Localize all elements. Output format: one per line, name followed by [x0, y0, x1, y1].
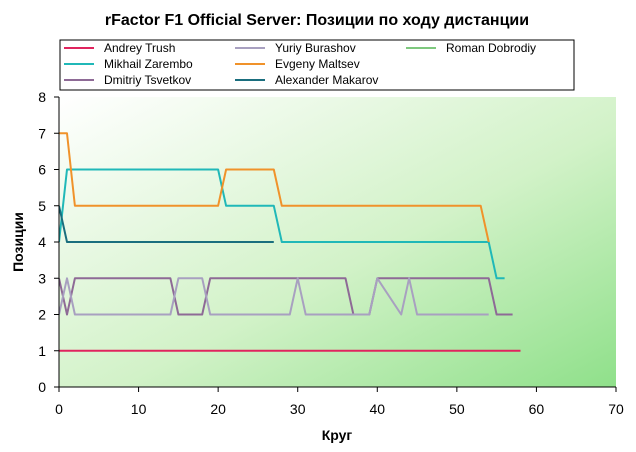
x-ticks: 0 10 20 30 40 50 60 70 — [55, 387, 624, 417]
y-tick-label: 2 — [38, 307, 46, 323]
series-layer — [59, 132, 521, 352]
legend: Andrey Trush Mikhail Zarembo Dmitriy Tsvet… — [64, 41, 536, 87]
series-line-3 — [59, 277, 489, 316]
legend-box — [59, 39, 575, 91]
y-ticks: 0 1 2 3 4 5 6 7 8 — [38, 89, 59, 395]
legend-label: Roman Dobrodiy — [446, 41, 536, 55]
legend-label: Andrey Trush — [104, 41, 175, 55]
series-line-1 — [59, 168, 505, 280]
legend-label: Mikhail Zarembo — [104, 57, 193, 71]
x-tick-label: 70 — [608, 401, 624, 417]
series-line-4 — [59, 132, 490, 243]
legend-label: Dmitriy Tsvetkov — [104, 73, 191, 87]
x-tick-label: 40 — [369, 401, 385, 417]
x-tick-label: 20 — [210, 401, 226, 417]
y-tick-label: 6 — [38, 162, 46, 178]
series-line-5 — [59, 205, 274, 243]
y-tick-label: 7 — [38, 125, 46, 141]
legend-label: Alexander Makarov — [275, 73, 378, 87]
x-tick-label: 0 — [55, 401, 63, 417]
legend-label: Evgeny Maltsev — [275, 57, 360, 71]
y-tick-label: 8 — [38, 89, 46, 105]
x-axis-label: Круг — [322, 427, 353, 443]
x-tick-label: 30 — [290, 401, 306, 417]
y-tick-label: 1 — [38, 343, 46, 359]
y-tick-label: 0 — [38, 379, 46, 395]
y-axis-label: Позиции — [10, 212, 26, 272]
y-tick-label: 3 — [38, 270, 46, 286]
chart-title: rFactor F1 Official Server: Позиции по х… — [105, 12, 529, 29]
y-tick-label: 5 — [38, 198, 46, 214]
series-line-2 — [59, 277, 513, 316]
x-tick-label: 10 — [131, 401, 147, 417]
legend-label: Yuriy Burashov — [275, 41, 356, 55]
y-tick-label: 4 — [38, 234, 46, 250]
x-tick-label: 50 — [449, 401, 465, 417]
x-tick-label: 60 — [529, 401, 545, 417]
